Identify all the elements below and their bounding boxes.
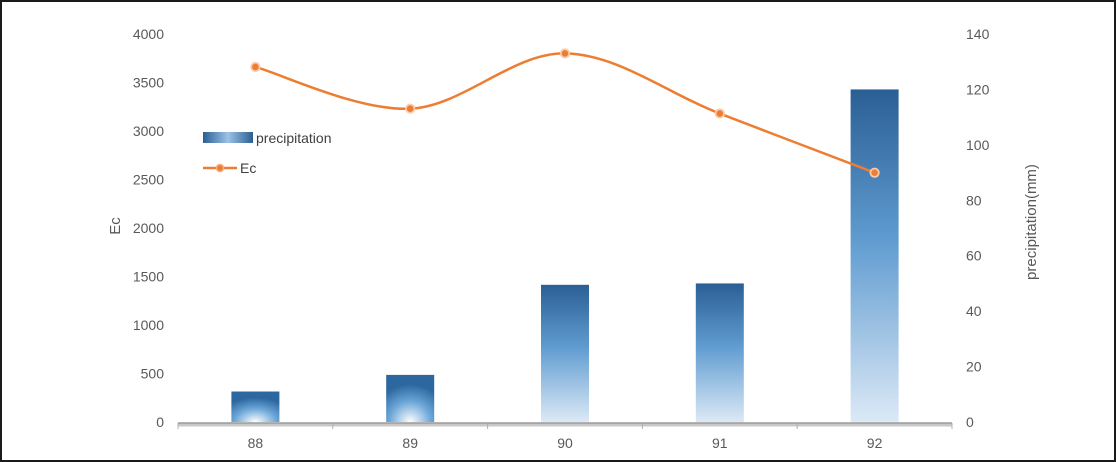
precipitation-bar (386, 374, 435, 422)
right-tick-label: 120 (966, 81, 990, 97)
legend-swatch-ec-marker (215, 163, 225, 173)
left-tick-label: 3000 (133, 123, 164, 139)
precipitation-bar (695, 283, 744, 422)
right-tick-label: 40 (966, 303, 982, 319)
right-axis-title: precipitation(mm) (1023, 164, 1040, 280)
left-axis-title: Ec (107, 217, 124, 235)
legend-swatch-precipitation (203, 132, 253, 143)
left-tick-label: 0 (156, 414, 164, 430)
precipitation-bars (231, 89, 899, 422)
ec-point (559, 48, 571, 59)
right-y-axis: 0 20 40 60 80 100 120 140 (966, 26, 990, 430)
right-tick-label: 80 (966, 192, 982, 208)
ec-point (869, 167, 880, 178)
ec-point (405, 103, 416, 114)
x-tick-label: 89 (402, 435, 418, 451)
left-y-axis: 0 500 1000 1500 2000 2500 3000 3500 4000 (133, 26, 164, 430)
ec-point (714, 108, 725, 119)
x-axis: 88 89 90 91 92 (177, 422, 953, 451)
ec-line-series (250, 48, 880, 178)
ec-point (250, 61, 261, 73)
x-tick-label: 90 (557, 435, 573, 451)
right-tick-label: 60 (966, 248, 982, 264)
ec-line (255, 52, 876, 174)
precipitation-bar (231, 391, 280, 422)
right-tick-label: 100 (966, 137, 990, 153)
legend-label-precipitation: precipitation (256, 130, 332, 146)
legend-label-ec: Ec (240, 160, 256, 176)
right-tick-label: 20 (966, 359, 982, 375)
left-tick-label: 1500 (133, 269, 164, 285)
right-tick-label: 140 (966, 26, 990, 42)
x-tick-label: 92 (867, 435, 883, 451)
precipitation-bar (541, 284, 589, 422)
legend-item-ec: Ec (203, 160, 256, 176)
right-tick-label: 0 (966, 414, 974, 430)
left-tick-label: 2000 (133, 220, 164, 236)
legend: precipitation Ec (203, 130, 332, 176)
precipitation-bar (850, 89, 899, 422)
x-tick-label: 91 (712, 435, 728, 451)
left-tick-label: 3500 (133, 75, 164, 91)
left-tick-label: 500 (141, 366, 165, 382)
left-tick-label: 1000 (133, 317, 164, 333)
left-tick-label: 4000 (133, 26, 164, 42)
legend-item-precipitation: precipitation (203, 130, 332, 146)
x-tick-label: 88 (248, 435, 264, 451)
left-tick-label: 2500 (133, 172, 164, 188)
